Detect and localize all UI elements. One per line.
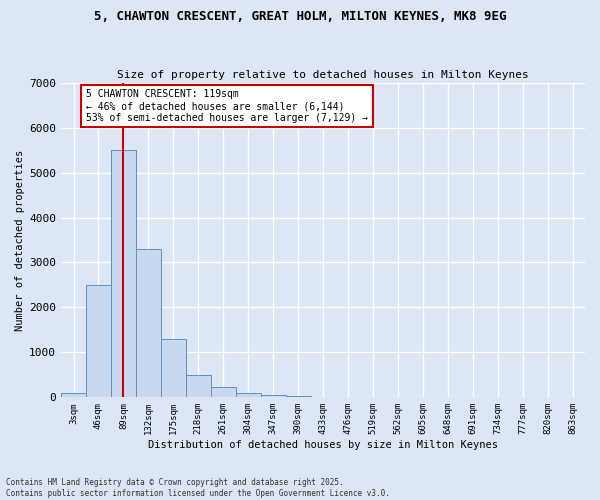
Bar xyxy=(286,396,311,398)
Text: Contains HM Land Registry data © Crown copyright and database right 2025.
Contai: Contains HM Land Registry data © Crown c… xyxy=(6,478,390,498)
Y-axis label: Number of detached properties: Number of detached properties xyxy=(15,150,25,330)
Bar xyxy=(236,394,260,398)
Text: 5 CHAWTON CRESCENT: 119sqm
← 46% of detached houses are smaller (6,144)
53% of s: 5 CHAWTON CRESCENT: 119sqm ← 46% of deta… xyxy=(86,90,368,122)
Bar xyxy=(86,285,111,398)
Title: Size of property relative to detached houses in Milton Keynes: Size of property relative to detached ho… xyxy=(117,70,529,81)
Bar xyxy=(260,394,286,398)
Bar xyxy=(111,150,136,398)
X-axis label: Distribution of detached houses by size in Milton Keynes: Distribution of detached houses by size … xyxy=(148,440,498,450)
Bar xyxy=(186,375,211,398)
Bar xyxy=(211,388,236,398)
Text: 5, CHAWTON CRESCENT, GREAT HOLM, MILTON KEYNES, MK8 9EG: 5, CHAWTON CRESCENT, GREAT HOLM, MILTON … xyxy=(94,10,506,23)
Bar xyxy=(136,249,161,398)
Bar xyxy=(61,393,86,398)
Bar xyxy=(161,339,186,398)
